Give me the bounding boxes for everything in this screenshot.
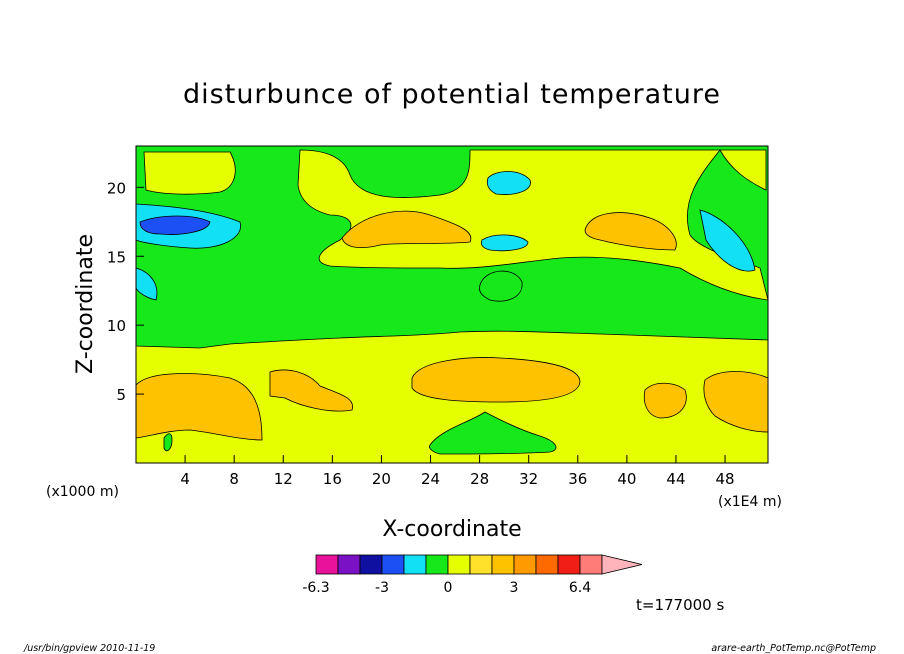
chart-title: disturbunce of potential temperature bbox=[183, 79, 721, 110]
colorbar-tick-label: 6.4 bbox=[569, 580, 591, 596]
field-negative-mid bbox=[480, 234, 529, 252]
field-zero-cell bbox=[479, 270, 523, 302]
field-negative-right bbox=[699, 209, 756, 272]
y-ticks: 5 10 15 20 bbox=[107, 179, 144, 404]
colorbar-swatch bbox=[491, 554, 515, 575]
colorbar-swatch bbox=[337, 554, 361, 575]
y-tick-label: 15 bbox=[107, 248, 126, 266]
contour-field bbox=[135, 145, 769, 464]
x-unit-right: (x1E4 m) bbox=[718, 494, 782, 510]
x-tick-label: 12 bbox=[274, 470, 293, 488]
x-tick-label: 16 bbox=[323, 470, 342, 488]
field-lower-high-right bbox=[643, 382, 687, 419]
x-tick-label: 40 bbox=[617, 470, 636, 488]
x-axis-label: X-coordinate bbox=[382, 517, 521, 542]
x-tick-label: 20 bbox=[372, 470, 391, 488]
field-lower-zero-small bbox=[163, 433, 173, 452]
field-lower-high-far-right bbox=[703, 371, 769, 433]
x-tick-label: 48 bbox=[716, 470, 735, 488]
y-tick-label: 10 bbox=[107, 317, 126, 335]
colorbar-swatch bbox=[425, 554, 449, 575]
x-tick-label: 44 bbox=[666, 470, 685, 488]
colorbar-swatch bbox=[359, 554, 383, 575]
colorbar-swatch bbox=[557, 554, 581, 575]
colorbar-tick-label: 3 bbox=[510, 580, 519, 596]
field-lower-high-mid bbox=[411, 357, 581, 403]
field-lower-high-left bbox=[135, 373, 263, 441]
time-label: t=177000 s bbox=[636, 596, 724, 614]
colorbar bbox=[315, 554, 643, 575]
colorbar-swatch bbox=[447, 554, 471, 575]
x-ticks: 4 8 12 16 20 24 28 32 36 40 44 48 bbox=[180, 455, 735, 488]
colorbar-tick-label: 0 bbox=[444, 580, 453, 596]
footer-left: /usr/bin/gpview 2010-11-19 bbox=[23, 643, 155, 654]
field-lower-high-small bbox=[269, 369, 353, 412]
field-upper-high-left bbox=[341, 210, 472, 249]
colorbar-swatch bbox=[469, 554, 493, 575]
x-tick-label: 4 bbox=[180, 470, 190, 488]
y-tick-label: 20 bbox=[107, 179, 126, 197]
colorbar-tick-label: -3 bbox=[375, 580, 389, 596]
colorbar-swatch bbox=[381, 554, 405, 575]
x-tick-label: 8 bbox=[229, 470, 239, 488]
y-axis-label: Z-coordinate bbox=[73, 234, 98, 374]
y-tick-label: 5 bbox=[116, 386, 126, 404]
colorbar-ticks: -6.3 -3 0 3 6.4 bbox=[302, 580, 591, 596]
field-lower-zero bbox=[429, 411, 557, 455]
colorbar-swatch bbox=[579, 554, 603, 575]
colorbar-swatch bbox=[315, 554, 339, 575]
x-tick-label: 28 bbox=[470, 470, 489, 488]
field-upper-high-right bbox=[584, 212, 677, 251]
field-upper-positive-mid bbox=[297, 149, 769, 301]
field-negative-top bbox=[486, 171, 531, 195]
field-very-negative bbox=[139, 215, 211, 235]
x-tick-label: 24 bbox=[421, 470, 440, 488]
footer-right: arare-earth_PotTemp.nc@PotTemp bbox=[711, 643, 876, 654]
plot-frame bbox=[135, 145, 769, 464]
colorbar-tick-label: -6.3 bbox=[302, 580, 329, 596]
colorbar-swatch bbox=[403, 554, 427, 575]
x-tick-label: 32 bbox=[519, 470, 538, 488]
field-negative-left-low bbox=[135, 267, 158, 301]
field-upper-positive-left bbox=[143, 151, 236, 195]
x-unit-left: (x1000 m) bbox=[46, 484, 119, 500]
colorbar-swatch bbox=[535, 554, 559, 575]
field-upper-positive-right bbox=[719, 149, 767, 191]
x-tick-label: 36 bbox=[568, 470, 587, 488]
colorbar-arrow bbox=[601, 554, 643, 575]
colorbar-swatch bbox=[513, 554, 537, 575]
